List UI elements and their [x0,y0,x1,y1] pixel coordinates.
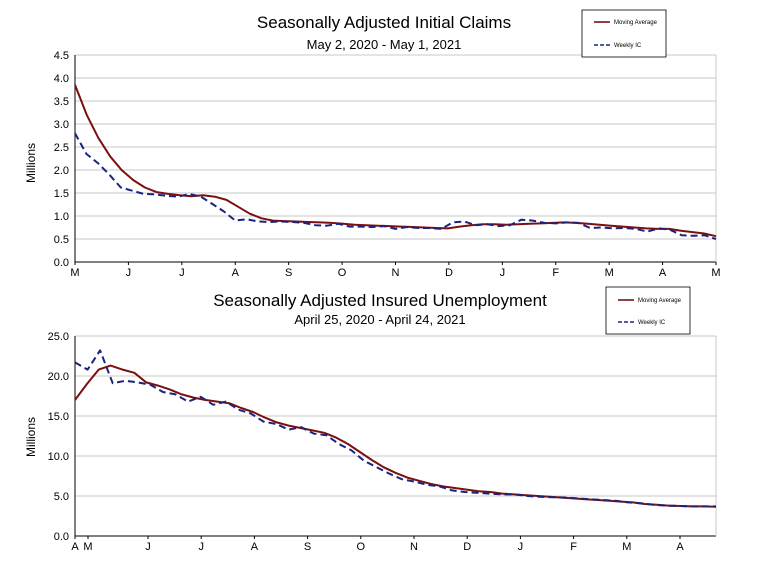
chart2-legend-box [605,286,691,335]
chart1-legend-moving-average: Moving Average [614,20,658,26]
chart1-axes [74,55,717,263]
chart2-y-tick-label: 10.0 [48,451,69,463]
chart1-weekly-line [74,132,717,240]
chart1-y-tick-label: 1.5 [54,188,69,200]
chart2-moving-average-line [74,364,717,508]
chart1-y-tick-label: 2.0 [54,165,69,177]
chart1-x-tick-label: S [285,267,292,279]
chart1-x-tick-label: J [126,267,132,279]
chart2-y-tick-label: 20.0 [48,371,69,383]
chart2-x-tick-label: D [463,541,471,553]
chart1-y-tick-label: 4.5 [54,50,69,62]
chart2-gridlines [75,335,716,537]
chart1-x-tick-label: M [605,267,614,279]
chart1-x-tick-label: J [500,267,506,279]
chart2-legend-moving-average: Moving Average [638,298,682,304]
chart1-x-tick-label: M [70,267,79,279]
chart2-x-tick-label: J [198,541,204,553]
chart1-subtitle: May 2, 2020 - May 1, 2021 [307,37,462,52]
chart2-x-tick-label: M [83,541,92,553]
chart1-x-tick-label: J [179,267,185,279]
chart2-ylabel: Millions [24,417,38,457]
chart1-y-tick-label: 3.0 [54,119,69,131]
chart1-legend-box [581,9,667,58]
chart2-y-tick-label: 25.0 [48,331,69,343]
chart1-legend-weekly: Weekly IC [614,43,642,49]
chart2-x-tick-label: J [145,541,151,553]
chart2-x-tick-label: S [304,541,311,553]
chart2-x-tick-label: M [622,541,631,553]
chart1-y-tick-label: 0.0 [54,257,69,269]
chart2-y-tick-label: 0.0 [54,531,69,543]
chart1-ylabel: Millions [24,143,38,183]
chart1-y-tick-label: 2.5 [54,142,69,154]
chart2-x-tick-label: F [570,541,577,553]
chart2-y-ticks: 0.0 5.0 10.0 15.0 20.0 25.0 [48,331,69,543]
chart2-series [74,349,717,508]
chart2-subtitle: April 25, 2020 - April 24, 2021 [294,312,465,327]
chart1-y-ticks: 0.0 0.5 1.0 1.5 2.0 2.5 3.0 3.5 4.0 4.5 [54,50,69,269]
chart1-x-tick-label: A [659,267,667,279]
chart1-series [74,84,717,240]
chart1-x-tick-label: D [445,267,453,279]
chart1-moving-average-line [74,84,717,238]
chart2-x-tick-label: O [357,541,366,553]
chart2-y-tick-label: 5.0 [54,491,69,503]
chart2-x-tick-label: J [518,541,524,553]
chart2-x-tick-label: A [676,541,684,553]
chart2-x-tick-label: A [71,541,79,553]
chart1-gridlines [75,54,716,263]
chart2-x-tick-label: N [410,541,418,553]
chart2-axes [74,336,717,537]
chart1-y-tick-label: 0.5 [54,234,69,246]
chart1-x-tick-label: A [232,267,240,279]
chart1-x-tick-label: F [552,267,559,279]
chart1-x-tick-label: M [711,267,720,279]
chart1-y-tick-label: 1.0 [54,211,69,223]
chart1-y-tick-label: 3.5 [54,96,69,108]
chart2-weekly-line [74,349,716,508]
chart1-x-tick-label: N [392,267,400,279]
chart1-y-tick-label: 4.0 [54,73,69,85]
chart1-x-tick-label: O [338,267,347,279]
chart2-y-tick-label: 15.0 [48,411,69,423]
chart2-title: Seasonally Adjusted Insured Unemployment [213,291,547,310]
chart1-title: Seasonally Adjusted Initial Claims [257,13,511,32]
chart2-legend: Moving Average Weekly IC [605,286,691,335]
chart1-legend: Moving Average Weekly IC [581,9,667,58]
chart2-legend-weekly: Weekly IC [638,320,666,326]
chart2-x-tick-label: A [251,541,259,553]
